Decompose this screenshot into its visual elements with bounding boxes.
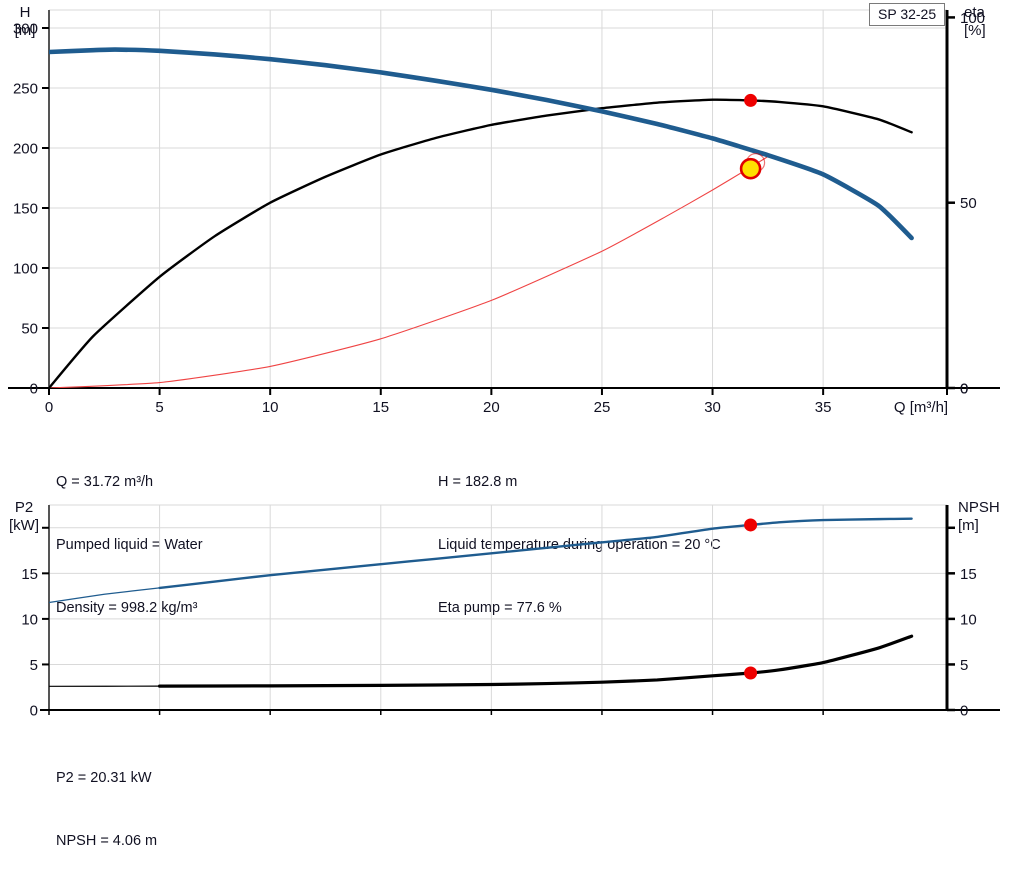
svg-text:250: 250 [13, 81, 38, 98]
p2-axis-title: P2 [kW] [9, 499, 39, 534]
svg-text:200: 200 [13, 141, 38, 158]
info-power-input: P2 = 20.31 kW [56, 770, 152, 786]
svg-text:50: 50 [21, 321, 38, 338]
svg-text:30: 30 [704, 399, 721, 416]
pump-curve-datasheet: 0 50 100 150 200 250 300 0 50 100 0 5 10 15 20 25 30 35 Q … [8, 3, 1000, 849]
eta-axis-title: eta [%] [964, 4, 986, 39]
svg-text:300: 300 [13, 21, 38, 38]
svg-text:Q [m³/h]: Q [m³/h] [894, 399, 948, 416]
pump-model-badge: SP 32-25 [869, 3, 946, 26]
svg-text:0: 0 [960, 703, 968, 720]
svg-text:5: 5 [30, 657, 38, 674]
svg-text:100: 100 [13, 261, 38, 278]
svg-text:10: 10 [960, 611, 977, 628]
svg-text:20: 20 [483, 399, 500, 416]
svg-text:100: 100 [960, 10, 985, 27]
svg-text:35: 35 [815, 399, 832, 416]
head-efficiency-chart: 0 50 100 150 200 250 300 0 50 100 0 5 10 15 20 25 30 35 Q … [8, 9, 1000, 416]
power-npsh-chart: 0 5 10 15 0 5 10 15 [21, 504, 1000, 720]
info-npsh: NPSH = 4.06 m [56, 833, 158, 849]
h-axis-title: H [m] [14, 4, 36, 39]
svg-text:25: 25 [594, 399, 611, 416]
svg-text:10: 10 [21, 611, 38, 628]
svg-text:15: 15 [21, 566, 38, 583]
svg-text:0: 0 [30, 381, 38, 398]
svg-text:150: 150 [13, 201, 38, 218]
svg-text:5: 5 [155, 399, 163, 416]
info-flow: Q = 31.72 m³/h [56, 474, 154, 490]
info-pumped-liquid: Pumped liquid = Water [56, 537, 203, 553]
svg-text:0: 0 [960, 381, 968, 398]
svg-text:10: 10 [262, 399, 279, 416]
results-info: P2 = 20.31 kW NPSH = 4.06 m [56, 726, 157, 894]
svg-text:5: 5 [960, 657, 968, 674]
svg-text:0: 0 [960, 381, 968, 398]
svg-text:0: 0 [45, 399, 53, 416]
svg-text:15: 15 [372, 399, 389, 416]
svg-text:0: 0 [30, 703, 38, 720]
info-head: H = 182.8 m [438, 474, 518, 490]
duty-info-left: Q = 31.72 m³/h Pumped liquid = Water Den… [56, 430, 203, 661]
npsh-axis-title: NPSH [m] [958, 499, 1000, 534]
svg-text:50: 50 [960, 195, 977, 212]
svg-text:15: 15 [960, 566, 977, 583]
info-density: Density = 998.2 kg/m³ [56, 600, 198, 616]
